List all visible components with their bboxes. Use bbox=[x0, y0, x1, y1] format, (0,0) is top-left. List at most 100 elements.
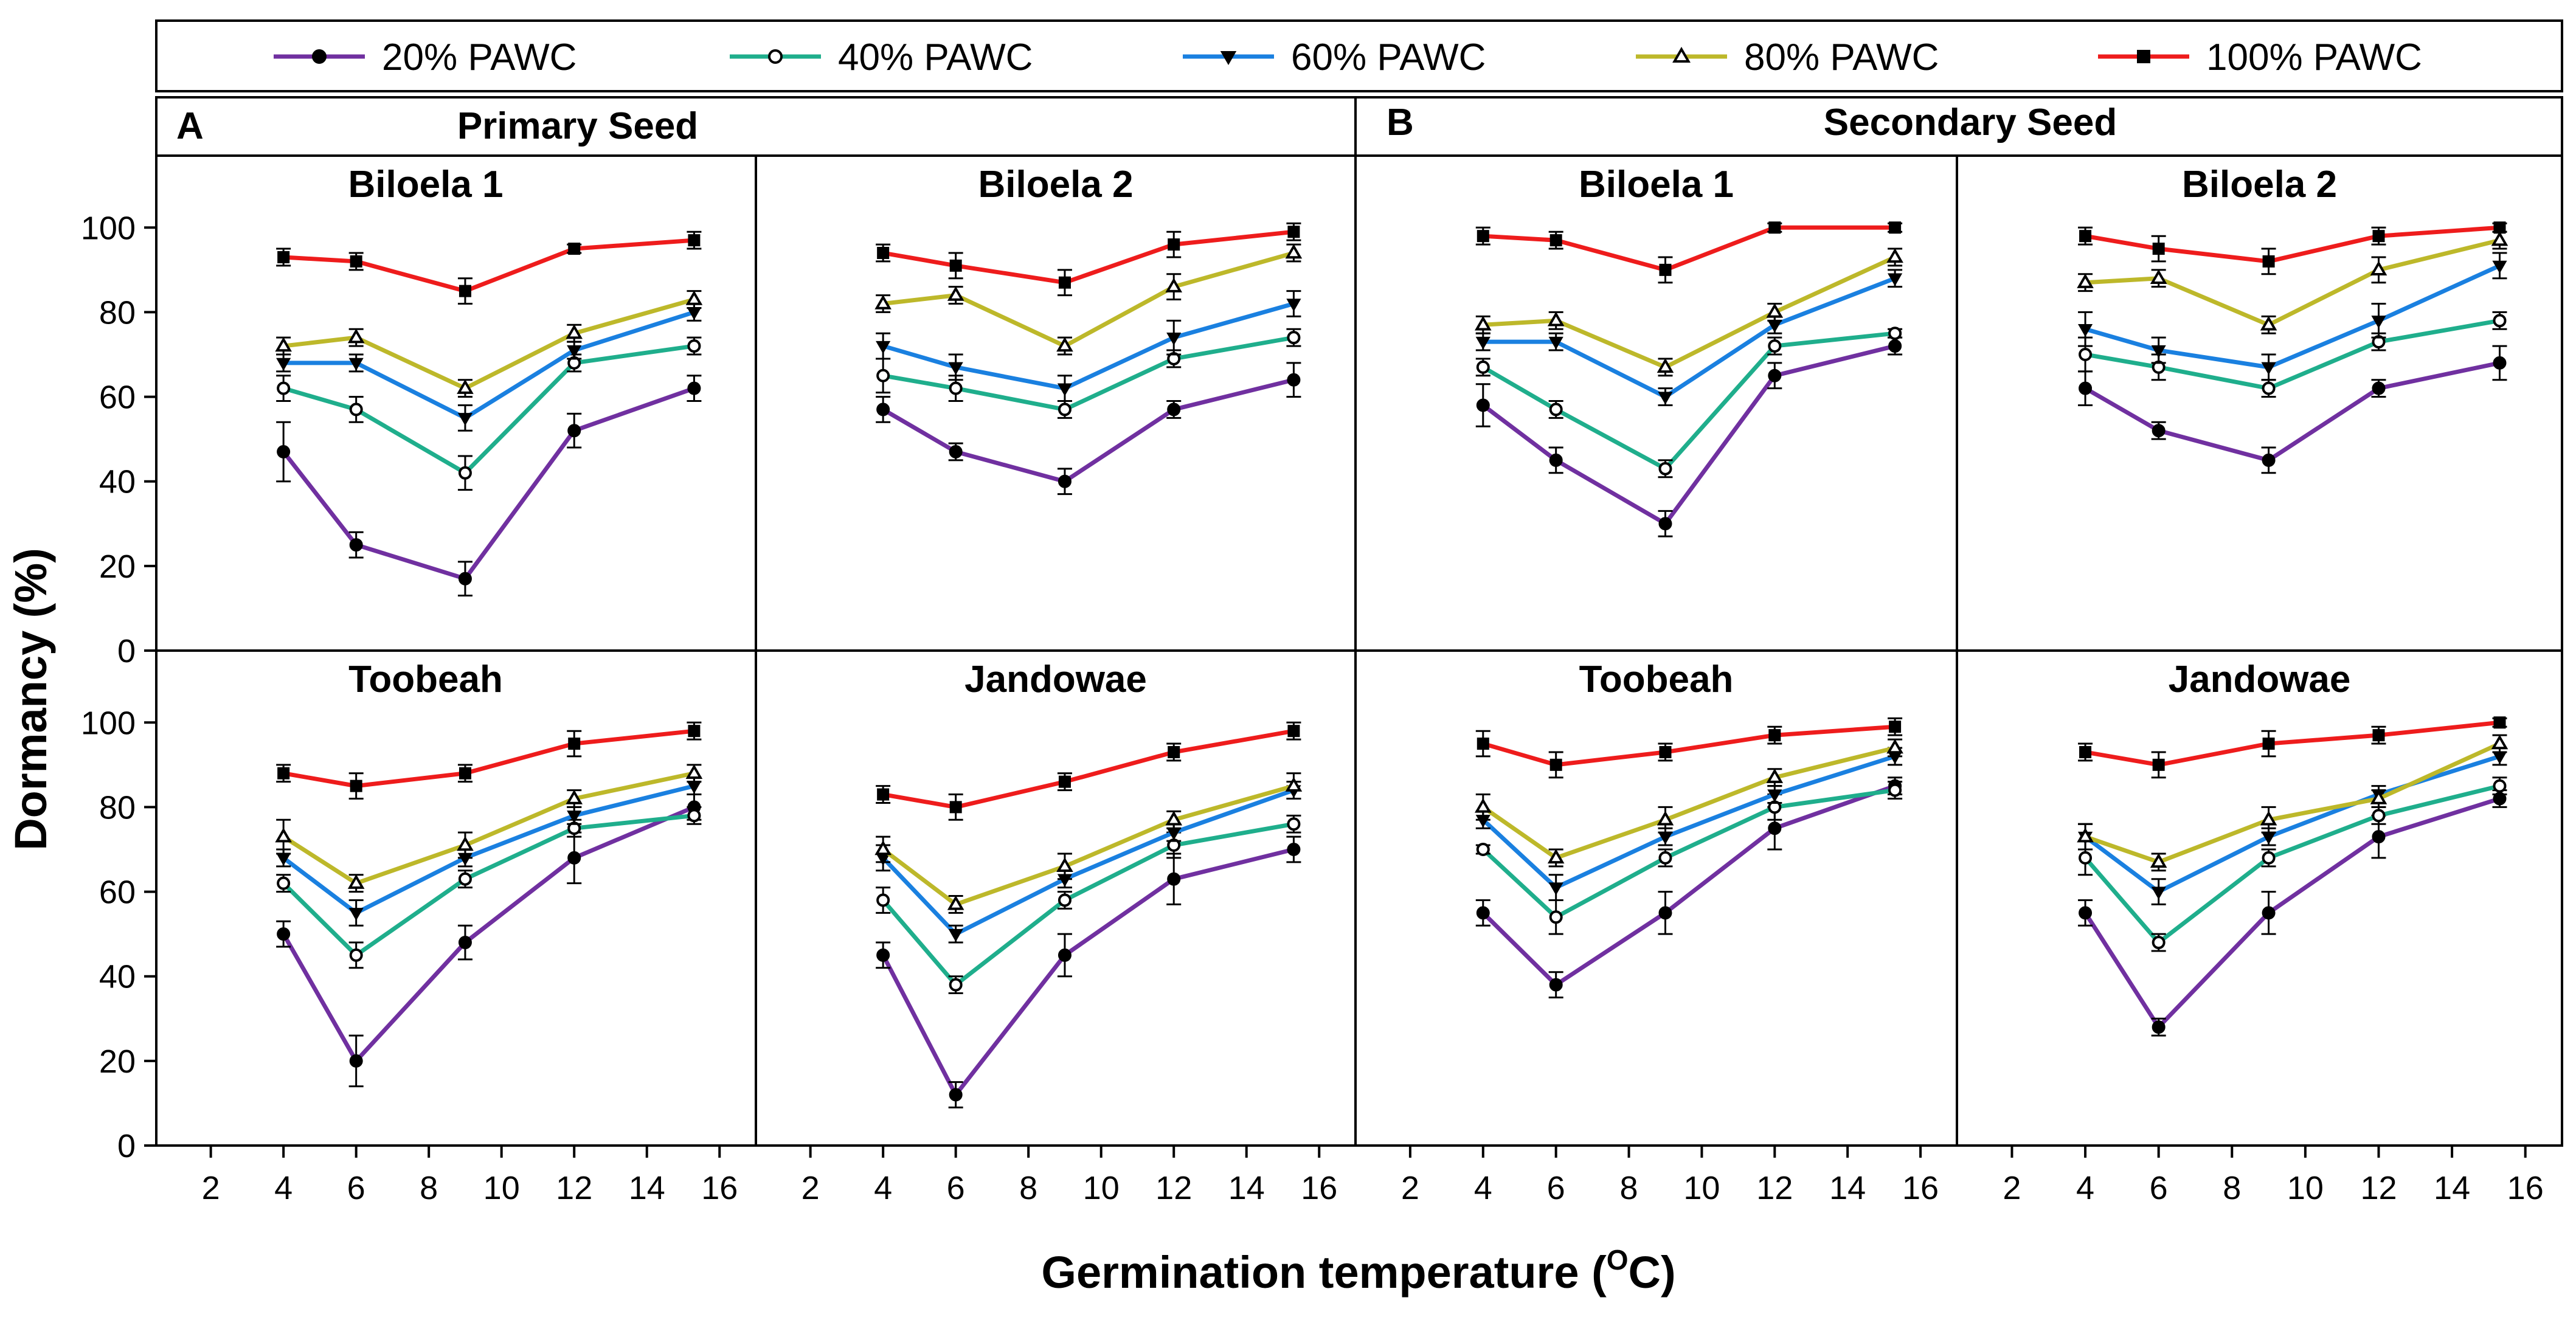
legend: 20% PAWC 40% PAWC 60% PAWC 80% PAWC 100% PAW… bbox=[155, 19, 2563, 92]
series-line bbox=[1483, 225, 1896, 272]
data-point bbox=[1474, 798, 1492, 813]
data-point bbox=[1768, 821, 1782, 835]
series bbox=[2077, 230, 2508, 334]
data-point bbox=[685, 290, 703, 305]
data-point bbox=[459, 285, 471, 297]
data-point bbox=[1657, 358, 1674, 373]
data-point bbox=[2077, 273, 2094, 288]
y-tick-label: 60 bbox=[99, 874, 136, 911]
y-tick-label: 100 bbox=[81, 705, 136, 741]
data-point bbox=[277, 767, 290, 779]
data-point bbox=[568, 738, 581, 750]
data-point bbox=[2372, 729, 2385, 742]
series bbox=[1475, 221, 1903, 284]
data-point bbox=[458, 936, 472, 950]
data-point bbox=[876, 403, 890, 417]
data-point bbox=[1549, 978, 1563, 992]
data-point bbox=[949, 978, 963, 992]
data-point bbox=[2372, 381, 2386, 395]
x-axis-title-sup: O bbox=[1607, 1244, 1629, 1276]
section-header-a bbox=[155, 96, 1357, 157]
data-point bbox=[1548, 336, 1563, 350]
data-point bbox=[1477, 230, 1489, 243]
legend-swatch-marker bbox=[768, 49, 783, 64]
data-point bbox=[2262, 906, 2276, 920]
x-tick-label: 16 bbox=[701, 1170, 738, 1206]
x-tick-label: 10 bbox=[1083, 1170, 1120, 1206]
data-point bbox=[348, 358, 364, 371]
x-tick-label: 14 bbox=[2434, 1170, 2470, 1206]
data-point bbox=[567, 851, 581, 865]
legend-swatch-marker bbox=[2137, 50, 2150, 63]
data-point bbox=[2493, 779, 2507, 793]
x-tick-label: 4 bbox=[274, 1170, 293, 1206]
data-point bbox=[350, 255, 362, 268]
panel-title: Biloela 2 bbox=[978, 164, 1134, 206]
data-point bbox=[2152, 243, 2165, 255]
data-point bbox=[1287, 725, 1300, 738]
y-tick-label: 20 bbox=[99, 1043, 136, 1080]
section-title-b: Secondary Seed bbox=[1824, 102, 2117, 143]
x-tick-label: 4 bbox=[1474, 1170, 1492, 1206]
series-line bbox=[882, 335, 1295, 412]
data-point bbox=[2079, 851, 2093, 865]
data-point bbox=[1768, 368, 1782, 382]
series-line bbox=[881, 821, 1295, 987]
x-tick-label: 8 bbox=[1620, 1170, 1638, 1206]
panel-title: Toobeah bbox=[348, 658, 503, 700]
panel: Biloela 2 bbox=[755, 154, 1357, 652]
data-point bbox=[877, 247, 890, 260]
data-point bbox=[1058, 474, 1072, 488]
panel: Toobeah 0 20 40 60 80 100 2 4 6 8 10 12 14 16 bbox=[81, 649, 757, 1206]
series bbox=[2078, 345, 2507, 474]
data-point bbox=[349, 403, 363, 417]
data-point bbox=[688, 234, 701, 247]
series bbox=[1475, 336, 1903, 538]
data-point bbox=[1474, 316, 1492, 331]
data-point bbox=[2150, 269, 2167, 284]
data-point bbox=[566, 324, 583, 339]
series-line bbox=[882, 302, 1295, 391]
data-point bbox=[1056, 337, 1073, 352]
section-header-b bbox=[1354, 96, 2563, 157]
series-line bbox=[1483, 276, 1896, 399]
panel: Biloela 2 bbox=[1956, 154, 2563, 652]
data-point bbox=[1766, 303, 1784, 318]
data-point bbox=[2372, 230, 2385, 243]
data-point bbox=[568, 243, 581, 255]
data-point bbox=[277, 381, 291, 395]
y-tick-label: 0 bbox=[117, 633, 136, 669]
data-point bbox=[1549, 453, 1563, 467]
data-point bbox=[1549, 910, 1563, 924]
data-point bbox=[1477, 738, 1489, 750]
series bbox=[2078, 221, 2507, 275]
data-point bbox=[1286, 299, 1301, 312]
panel: Jandowae 2 4 6 8 10 12 14 16 bbox=[755, 649, 1357, 1206]
data-point bbox=[949, 801, 962, 814]
data-point bbox=[1888, 783, 1902, 797]
y-tick-label: 60 bbox=[99, 379, 136, 416]
panel-title: Biloela 1 bbox=[348, 164, 504, 206]
legend-swatch-marker bbox=[1220, 51, 1237, 66]
series-line bbox=[882, 251, 1295, 348]
data-point bbox=[1658, 517, 1672, 531]
series bbox=[276, 375, 702, 597]
panel-frame bbox=[1956, 649, 2563, 1147]
series bbox=[1475, 781, 1903, 935]
legend-entry: 80% PAWC bbox=[1636, 36, 1939, 78]
series bbox=[2078, 789, 2507, 1037]
data-point bbox=[1475, 336, 1491, 350]
data-point bbox=[949, 381, 963, 395]
x-tick-label: 14 bbox=[1228, 1170, 1265, 1206]
x-tick-label: 2 bbox=[802, 1170, 820, 1206]
data-point bbox=[348, 908, 364, 921]
legend-entry: 100% PAWC bbox=[2098, 36, 2422, 78]
legend-entry: 40% PAWC bbox=[730, 36, 1033, 78]
data-point bbox=[685, 764, 703, 779]
series-line bbox=[2083, 784, 2501, 945]
legend-label: 20% PAWC bbox=[382, 36, 576, 78]
x-tick-label: 8 bbox=[420, 1170, 438, 1206]
data-point bbox=[566, 789, 583, 804]
data-point bbox=[948, 928, 963, 942]
